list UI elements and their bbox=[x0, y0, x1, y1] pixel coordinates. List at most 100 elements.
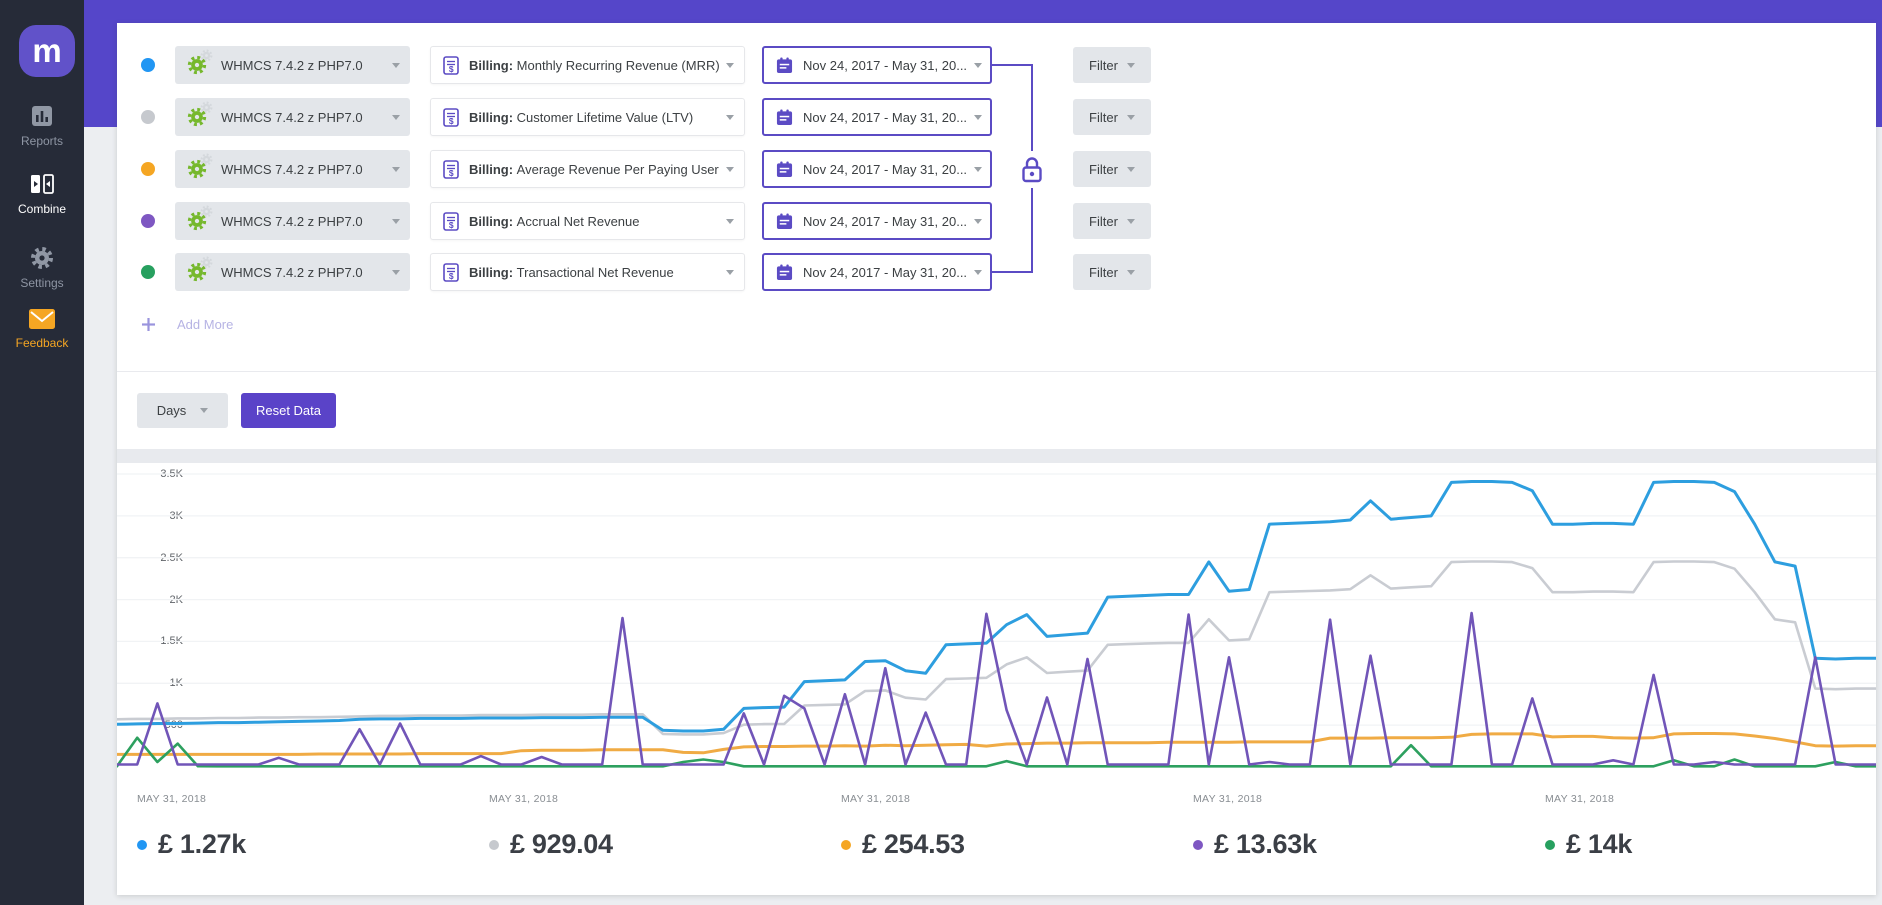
footer-metric: £ 254.53 bbox=[841, 829, 965, 860]
chevron-down-icon bbox=[1126, 218, 1135, 224]
lock-icon[interactable] bbox=[1016, 151, 1048, 188]
panel-card: WHMCS 7.4.2 z PHP7.0 $ Billing: Monthly … bbox=[117, 23, 1876, 895]
calendar-icon bbox=[776, 212, 793, 230]
date-range-select[interactable]: Nov 24, 2017 - May 31, 20... bbox=[762, 253, 992, 291]
filter-button[interactable]: Filter bbox=[1073, 99, 1151, 135]
svg-text:$: $ bbox=[449, 270, 454, 280]
metric-value: £ 14k bbox=[1566, 829, 1633, 859]
billing-doc-icon: $ bbox=[443, 159, 459, 179]
date-range-label: Nov 24, 2017 - May 31, 20... bbox=[803, 57, 968, 73]
gear-icon bbox=[187, 256, 213, 284]
gear-icon bbox=[187, 49, 213, 77]
metric-dot bbox=[1545, 839, 1555, 850]
chevron-down-icon bbox=[726, 62, 734, 68]
query-row: WHMCS 7.4.2 z PHP7.0 $ Billing: Accrual … bbox=[117, 202, 1876, 240]
sidebar: m Reports Combine Settings Feedback bbox=[0, 0, 84, 905]
metric-select[interactable]: $ Billing: Customer Lifetime Value (LTV) bbox=[430, 98, 745, 136]
chevron-down-icon bbox=[392, 62, 400, 68]
source-label: WHMCS 7.4.2 z PHP7.0 bbox=[221, 213, 363, 229]
metric-label: Billing: Transactional Net Revenue bbox=[469, 264, 674, 280]
series-color-dot bbox=[141, 265, 155, 279]
date-range-label: Nov 24, 2017 - May 31, 20... bbox=[803, 109, 968, 125]
filter-label: Filter bbox=[1089, 264, 1118, 280]
series-color-dot bbox=[141, 58, 155, 72]
sidebar-item-label: Settings bbox=[20, 276, 64, 290]
source-select[interactable]: WHMCS 7.4.2 z PHP7.0 bbox=[175, 202, 410, 240]
metric-value: £ 929.04 bbox=[510, 829, 613, 859]
calendar-icon bbox=[776, 160, 793, 178]
bar-chart-icon bbox=[30, 104, 54, 128]
source-select[interactable]: WHMCS 7.4.2 z PHP7.0 bbox=[175, 98, 410, 136]
date-range-select[interactable]: Nov 24, 2017 - May 31, 20... bbox=[762, 46, 992, 84]
source-label: WHMCS 7.4.2 z PHP7.0 bbox=[221, 264, 363, 280]
reset-data-button[interactable]: Reset Data bbox=[241, 393, 336, 428]
date-range-select[interactable]: Nov 24, 2017 - May 31, 20... bbox=[762, 202, 992, 240]
source-select[interactable]: WHMCS 7.4.2 z PHP7.0 bbox=[175, 150, 410, 188]
x-axis-label: MAY 31, 2018 bbox=[841, 793, 911, 805]
filter-button[interactable]: Filter bbox=[1073, 254, 1151, 290]
x-axis-label: MAY 31, 2018 bbox=[1545, 793, 1615, 805]
sidebar-item-label: Combine bbox=[17, 202, 67, 216]
metric-dot bbox=[489, 839, 499, 850]
x-axis-label: MAY 31, 2018 bbox=[137, 793, 207, 805]
query-row: WHMCS 7.4.2 z PHP7.0 $ Billing: Monthly … bbox=[117, 46, 1876, 84]
metric-select[interactable]: $ Billing: Accrual Net Revenue bbox=[430, 202, 745, 240]
gear-icon bbox=[30, 246, 54, 270]
interval-select[interactable]: Days bbox=[137, 393, 228, 428]
metric-dot bbox=[841, 839, 851, 850]
series-color-dot bbox=[141, 162, 155, 176]
app-logo[interactable]: m bbox=[19, 25, 75, 77]
filter-button[interactable]: Filter bbox=[1073, 151, 1151, 187]
chevron-down-icon bbox=[974, 114, 982, 120]
calendar-icon bbox=[776, 56, 793, 74]
sidebar-item-reports[interactable]: Reports bbox=[0, 104, 84, 148]
date-range-select[interactable]: Nov 24, 2017 - May 31, 20... bbox=[762, 150, 992, 188]
series-line-4 bbox=[117, 736, 1876, 768]
chevron-down-icon bbox=[726, 269, 734, 275]
sidebar-item-settings[interactable]: Settings bbox=[0, 246, 84, 290]
date-range-label: Nov 24, 2017 - May 31, 20... bbox=[803, 161, 968, 177]
sidebar-item-feedback[interactable]: Feedback bbox=[0, 308, 84, 350]
chevron-down-icon bbox=[726, 218, 734, 224]
query-row: WHMCS 7.4.2 z PHP7.0 $ Billing: Transact… bbox=[117, 253, 1876, 291]
filter-label: Filter bbox=[1089, 213, 1118, 229]
chevron-down-icon bbox=[1126, 114, 1135, 120]
source-label: WHMCS 7.4.2 z PHP7.0 bbox=[221, 57, 363, 73]
envelope-icon bbox=[28, 308, 56, 330]
filter-button[interactable]: Filter bbox=[1073, 47, 1151, 83]
metric-select[interactable]: $ Billing: Average Revenue Per Paying Us… bbox=[430, 150, 745, 188]
gear-icon bbox=[187, 101, 213, 129]
chart-area[interactable]: 3.5K 3K 2.5K 2K 1.5K 1K 500 bbox=[117, 463, 1876, 775]
billing-doc-icon: $ bbox=[443, 211, 459, 231]
interval-label: Days bbox=[156, 403, 187, 418]
source-label: WHMCS 7.4.2 z PHP7.0 bbox=[221, 161, 363, 177]
date-range-label: Nov 24, 2017 - May 31, 20... bbox=[803, 213, 968, 229]
chevron-down-icon bbox=[392, 269, 400, 275]
svg-text:$: $ bbox=[449, 167, 454, 177]
source-select[interactable]: WHMCS 7.4.2 z PHP7.0 bbox=[175, 46, 410, 84]
add-more-button[interactable]: Add More bbox=[141, 317, 233, 332]
metric-label: Billing: Average Revenue Per Paying User bbox=[469, 161, 719, 177]
chevron-down-icon bbox=[1126, 166, 1135, 172]
date-range-select[interactable]: Nov 24, 2017 - May 31, 20... bbox=[762, 98, 992, 136]
chart-svg[interactable] bbox=[117, 463, 1876, 775]
svg-text:$: $ bbox=[449, 219, 454, 229]
plus-icon bbox=[141, 317, 156, 332]
sidebar-item-combine[interactable]: Combine bbox=[0, 172, 84, 216]
chevron-down-icon bbox=[974, 166, 982, 172]
gear-icon bbox=[187, 153, 213, 181]
gear-icon bbox=[187, 205, 213, 233]
chevron-down-icon bbox=[392, 218, 400, 224]
filter-label: Filter bbox=[1089, 109, 1118, 125]
filter-button[interactable]: Filter bbox=[1073, 203, 1151, 239]
query-row: WHMCS 7.4.2 z PHP7.0 $ Billing: Average … bbox=[117, 150, 1876, 188]
metric-value: £ 13.63k bbox=[1214, 829, 1317, 859]
billing-doc-icon: $ bbox=[443, 107, 459, 127]
series-line-2 bbox=[117, 732, 1876, 756]
metric-select[interactable]: $ Billing: Monthly Recurring Revenue (MR… bbox=[430, 46, 745, 84]
series-line-0 bbox=[117, 480, 1876, 733]
source-select[interactable]: WHMCS 7.4.2 z PHP7.0 bbox=[175, 253, 410, 291]
metric-select[interactable]: $ Billing: Transactional Net Revenue bbox=[430, 253, 745, 291]
billing-doc-icon: $ bbox=[443, 55, 459, 75]
